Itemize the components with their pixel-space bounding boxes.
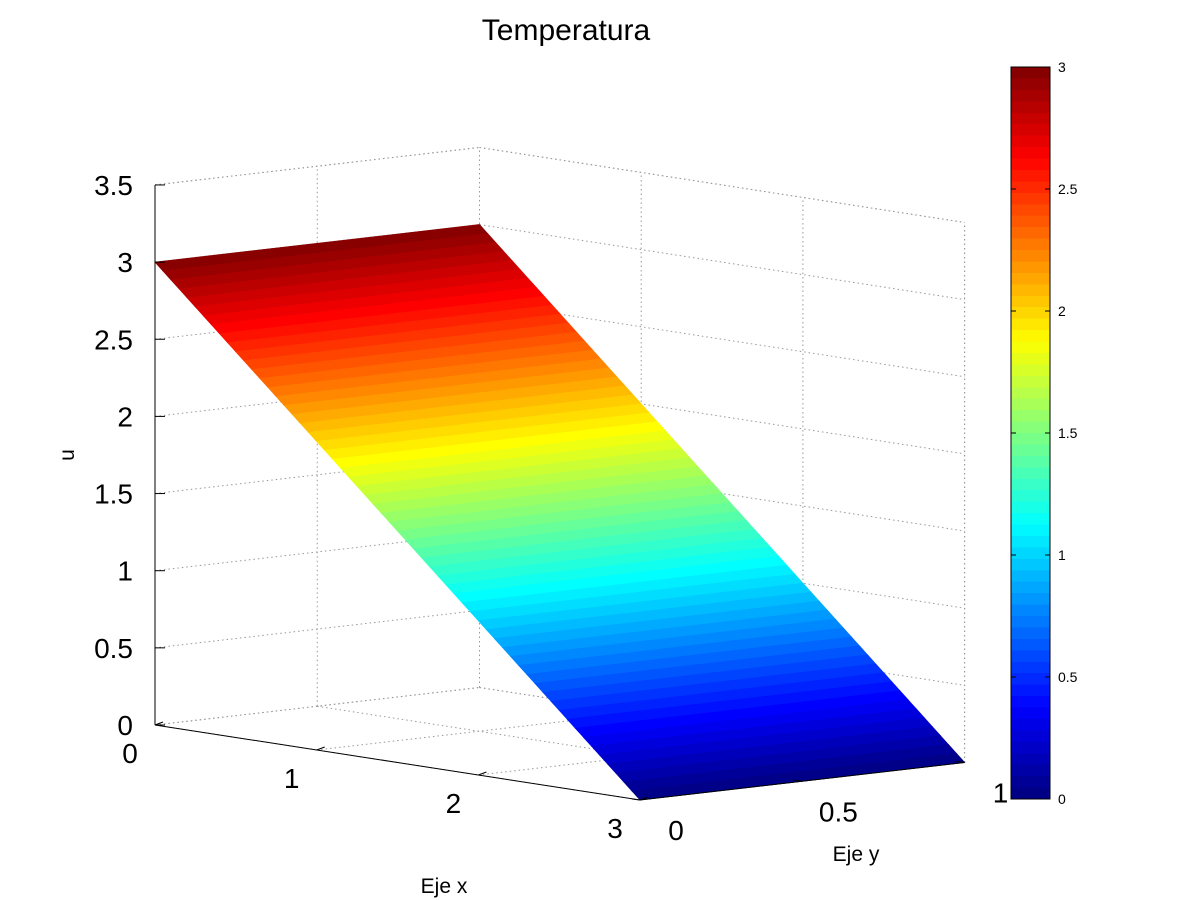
colorbar-tick-label: 1: [1058, 547, 1066, 563]
z-tick-label: 2.5: [94, 324, 133, 355]
z-tick-label: 1.5: [94, 479, 133, 510]
grid-line: [317, 705, 803, 782]
tick-labels: 0 0.5 1 1.5 2 2.5 3 3.5 0 1 2 3 0 0.5 1: [94, 170, 1008, 846]
z-tick-label: 0.5: [94, 633, 133, 664]
colorbar-tick-label: 2.5: [1058, 181, 1078, 197]
grid-line: [479, 224, 965, 301]
x-tick-label: 0: [122, 738, 138, 769]
y-tick-mark: [956, 761, 965, 763]
grid-line: [316, 712, 642, 751]
y-tick-label: 0.5: [819, 796, 858, 827]
colorbar-tick-label: 3: [1058, 59, 1066, 75]
grid-line: [479, 146, 965, 223]
y-axis-label: Eje y: [833, 843, 880, 866]
box-edge: [154, 146, 480, 186]
colorbar-tick-label: 0.5: [1058, 669, 1078, 685]
colorbar-tick-label: 1.5: [1058, 425, 1078, 441]
z-tick-label: 0: [117, 710, 133, 741]
colorbar-gradient: [1010, 66, 1051, 800]
colorbar: 0 0.5 1 1.5 2 2.5 3: [1010, 59, 1078, 807]
colorbar-tick-label: 2: [1058, 303, 1066, 319]
y-tick-mark: [794, 779, 803, 782]
x-tick-label: 3: [607, 813, 623, 844]
box-edge: [479, 146, 965, 223]
z-tick-label: 1: [117, 556, 133, 587]
y-tick-mark: [632, 798, 641, 801]
axes: [154, 184, 965, 801]
x-tick-mark: [478, 771, 487, 776]
x-tick-label: 2: [446, 788, 462, 819]
chart-title: Temperatura: [482, 14, 651, 47]
z-tick-label: 3.5: [94, 170, 133, 201]
colorbar-tick-label: 0: [1058, 791, 1066, 807]
x-tick-mark: [154, 721, 164, 726]
colorbar-ticks: 0 0.5 1 1.5 2 2.5 3: [1011, 59, 1078, 807]
x-tick-mark: [316, 746, 325, 751]
grid-line: [154, 455, 480, 495]
surface: [154, 224, 966, 801]
grid-line: [154, 687, 480, 726]
z-tick-label: 2: [117, 401, 133, 432]
z-tick-label: 3: [117, 247, 133, 278]
y-tick-label: 1: [993, 778, 1009, 809]
z-axis-label: u: [56, 449, 79, 461]
x-axis-label: Eje x: [421, 875, 468, 898]
x-axis-line: [154, 724, 641, 801]
y-tick-label: 0: [668, 815, 684, 846]
x-tick-mark: [639, 796, 649, 801]
x-tick-label: 1: [284, 763, 300, 794]
